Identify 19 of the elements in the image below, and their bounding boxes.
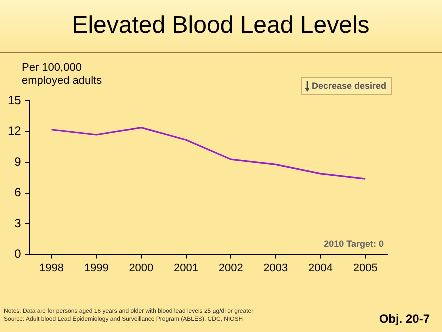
x-tick-label: 2001 bbox=[174, 262, 198, 274]
x-tick-label: 1999 bbox=[84, 262, 109, 274]
annotation: 2010 Target: 0 bbox=[324, 238, 384, 249]
y-tick-label: 6 bbox=[14, 186, 22, 200]
x-tick-label: 2005 bbox=[353, 262, 378, 274]
x-tick-label: 2004 bbox=[308, 262, 333, 274]
chart-title: Elevated Blood Lead Levels bbox=[0, 0, 442, 53]
text: Decrease desired bbox=[312, 80, 387, 93]
x-tick-label: 2003 bbox=[264, 262, 288, 274]
text: Obj. 20-7 bbox=[379, 312, 430, 326]
y-tick-label: 9 bbox=[14, 154, 22, 169]
y-tick-label: 12 bbox=[8, 124, 22, 138]
x-tick-label: 2000 bbox=[129, 262, 154, 274]
y-tick-label: 15 bbox=[8, 94, 22, 108]
y-axis-title: Per 100,000 employed adults bbox=[22, 62, 104, 88]
x-tick-label: 2002 bbox=[218, 262, 244, 274]
y-tick-label: 3 bbox=[14, 216, 22, 230]
x-tick-label: 1998 bbox=[40, 262, 64, 274]
y-tick-label: 0 bbox=[14, 247, 22, 262]
